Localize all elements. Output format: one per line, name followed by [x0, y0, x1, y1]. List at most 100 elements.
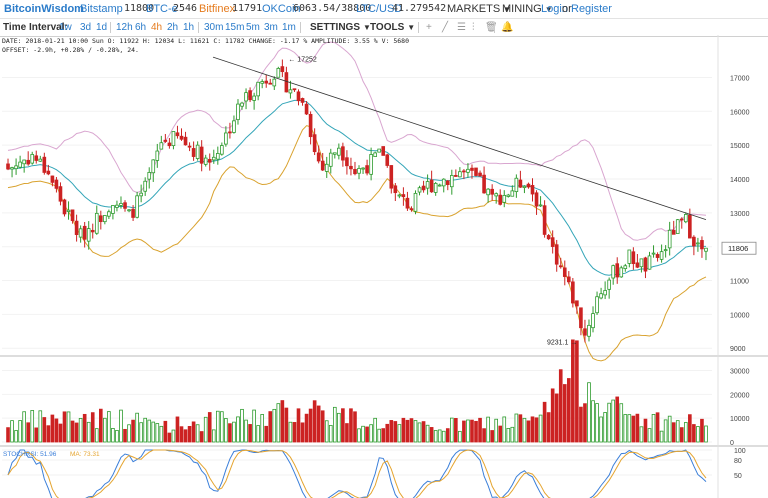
- interval-6h[interactable]: 6h: [135, 22, 147, 33]
- interval-5m[interactable]: 5m: [246, 22, 260, 33]
- volume-bar: [518, 414, 523, 443]
- candle-body: [308, 113, 313, 138]
- register-link[interactable]: Register: [571, 3, 612, 15]
- price-chart[interactable]: 9000100001100012000130001400015000160001…: [0, 35, 768, 498]
- candle-body: [86, 228, 91, 242]
- candle-body: [671, 229, 676, 235]
- candle-body: [232, 120, 236, 133]
- exchange-bitstamp[interactable]: Bitstamp: [80, 3, 123, 15]
- volume-bar: [534, 417, 539, 443]
- volume-bar: [135, 412, 139, 443]
- price-tick-label: 16000: [730, 109, 750, 116]
- candle-body: [316, 152, 321, 162]
- fibonacci-icon[interactable]: ☰: [457, 22, 466, 33]
- mining-menu[interactable]: MINING ▼: [502, 0, 553, 19]
- interval-12h[interactable]: 12h: [116, 22, 133, 33]
- volume-bar: [187, 426, 192, 443]
- volume-bar: [659, 430, 664, 443]
- interval-1w[interactable]: 1w: [59, 22, 72, 33]
- volume-bar: [647, 428, 652, 443]
- candle-body: [324, 163, 329, 172]
- candle-body: [554, 244, 559, 265]
- brand-logo[interactable]: BitcoinWisdom: [4, 3, 84, 15]
- exchange-btce[interactable]: BTC-e: [146, 3, 178, 15]
- volume-bar: [211, 429, 216, 443]
- volume-bar: [526, 420, 531, 443]
- candle-body: [6, 163, 10, 170]
- volume-bar: [401, 417, 406, 443]
- volume-bar: [103, 417, 107, 443]
- candle-body: [90, 229, 95, 233]
- volume-bar: [458, 430, 462, 443]
- volume-bar: [522, 417, 527, 443]
- volume-bar: [175, 416, 180, 443]
- exchange-bitfinex[interactable]: Bitfinex: [199, 3, 236, 15]
- candle-body: [272, 78, 277, 87]
- candle-body: [679, 218, 684, 221]
- volume-bar: [615, 396, 620, 443]
- volume-bar: [631, 415, 636, 443]
- volume-bar: [405, 419, 410, 443]
- stochrsi-label: STOCHRSI: 51.96: [3, 451, 57, 458]
- volume-bar: [203, 416, 208, 443]
- line-draw-icon[interactable]: ╱: [442, 22, 449, 33]
- volume-bar: [421, 421, 426, 443]
- login-link[interactable]: Login: [541, 3, 568, 15]
- candle-body: [381, 146, 386, 156]
- settings-menu[interactable]: SETTINGS ▼: [310, 19, 371, 36]
- interval-15m[interactable]: 15m: [225, 22, 245, 33]
- volume-bar: [498, 425, 503, 443]
- volume-bar: [324, 420, 329, 443]
- markets-menu[interactable]: MARKETS ▼: [447, 0, 511, 19]
- volume-bar: [163, 420, 168, 443]
- tools-menu[interactable]: TOOLS ▼: [370, 19, 415, 36]
- interval-30m[interactable]: 30m: [204, 22, 224, 33]
- candle-body: [526, 183, 531, 188]
- candle-body: [514, 177, 519, 193]
- candle-body: [70, 209, 75, 222]
- candle-body: [409, 208, 414, 211]
- candle-body: [14, 165, 18, 170]
- interval-4h[interactable]: 4h: [151, 22, 163, 33]
- candle-body: [280, 66, 285, 73]
- interval-1m[interactable]: 1m: [282, 22, 296, 33]
- interval-3d[interactable]: 3d: [80, 22, 92, 33]
- candle-body: [74, 220, 79, 235]
- volume-bar: [454, 418, 458, 443]
- markets-label: MARKETS: [447, 3, 501, 15]
- volume-bar: [316, 405, 321, 443]
- candle-body: [337, 147, 341, 156]
- volume-bar: [550, 388, 555, 443]
- volume-bar: [478, 417, 482, 443]
- candle-body: [470, 167, 474, 171]
- interval-2h[interactable]: 2h: [167, 22, 179, 33]
- volume-bar: [583, 403, 587, 443]
- volume-bar: [607, 402, 611, 443]
- exchange-ltcusd[interactable]: LTC/USD: [356, 3, 403, 15]
- trash-icon[interactable]: 🗑: [485, 22, 498, 33]
- candle-body: [46, 170, 51, 175]
- candle-body: [127, 209, 131, 212]
- volume-bar: [441, 430, 446, 443]
- volume-bar: [595, 403, 599, 443]
- parallel-lines-icon[interactable]: ⫶: [472, 22, 475, 33]
- bell-icon[interactable]: 🔔: [501, 22, 514, 33]
- volume-bar: [373, 417, 377, 443]
- volume-bar: [655, 412, 660, 443]
- candle-body: [38, 158, 43, 162]
- interval-1d[interactable]: 1d: [96, 22, 108, 33]
- volume-bar: [341, 408, 345, 443]
- crosshair-icon[interactable]: +: [426, 22, 432, 33]
- candle-body: [506, 194, 511, 197]
- candle-body: [437, 184, 442, 187]
- volume-bar: [433, 430, 438, 443]
- volume-bar: [288, 421, 293, 443]
- volume-tick-label: 20000: [730, 392, 750, 399]
- volume-bar: [623, 414, 628, 443]
- interval-1h[interactable]: 1h: [183, 22, 195, 33]
- candle-body: [498, 194, 503, 205]
- interval-3m[interactable]: 3m: [264, 22, 278, 33]
- price-tick-label: 13000: [730, 211, 750, 218]
- candle-body: [304, 103, 309, 115]
- exchange-okcoin[interactable]: OKCoin: [262, 3, 301, 15]
